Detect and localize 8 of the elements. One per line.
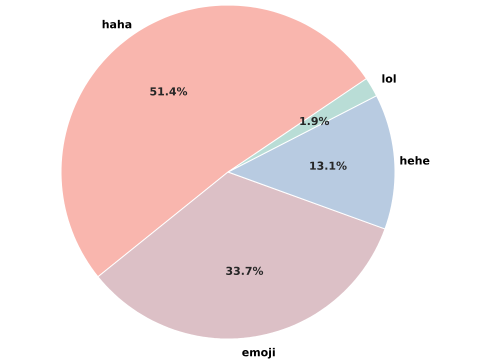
slice-label: hehe — [400, 156, 430, 165]
slice-label: haha — [102, 20, 132, 28]
slice-label: lol — [382, 74, 396, 83]
slice-label: emoji — [242, 348, 275, 359]
data-label: 1.9% — [300, 116, 330, 126]
data-label: 51.4% — [150, 87, 188, 96]
data-label: 33.7% — [226, 266, 264, 275]
data-label: 13.1% — [310, 162, 347, 170]
